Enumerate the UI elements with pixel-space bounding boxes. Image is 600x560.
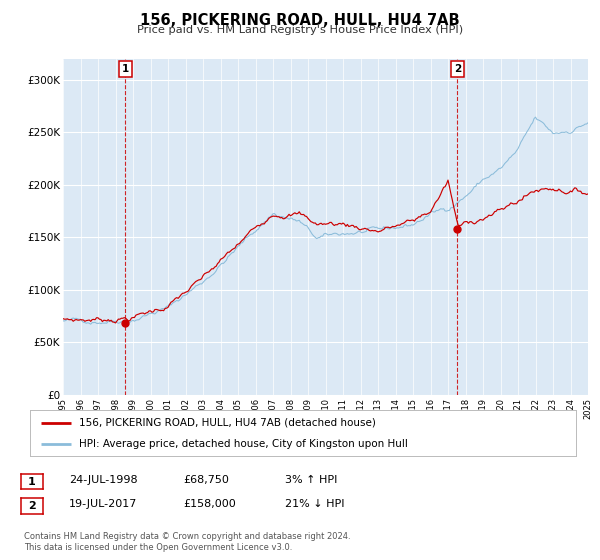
Text: £68,750: £68,750 bbox=[183, 475, 229, 485]
Text: 1: 1 bbox=[122, 64, 129, 74]
Text: Price paid vs. HM Land Registry's House Price Index (HPI): Price paid vs. HM Land Registry's House … bbox=[137, 25, 463, 35]
Text: 24-JUL-1998: 24-JUL-1998 bbox=[69, 475, 137, 485]
Text: 2: 2 bbox=[28, 501, 35, 511]
Text: This data is licensed under the Open Government Licence v3.0.: This data is licensed under the Open Gov… bbox=[24, 543, 292, 552]
Text: 156, PICKERING ROAD, HULL, HU4 7AB: 156, PICKERING ROAD, HULL, HU4 7AB bbox=[140, 13, 460, 29]
Text: HPI: Average price, detached house, City of Kingston upon Hull: HPI: Average price, detached house, City… bbox=[79, 439, 408, 449]
Text: 21% ↓ HPI: 21% ↓ HPI bbox=[285, 499, 344, 509]
Text: 3% ↑ HPI: 3% ↑ HPI bbox=[285, 475, 337, 485]
Text: 156, PICKERING ROAD, HULL, HU4 7AB (detached house): 156, PICKERING ROAD, HULL, HU4 7AB (deta… bbox=[79, 418, 376, 428]
Text: Contains HM Land Registry data © Crown copyright and database right 2024.: Contains HM Land Registry data © Crown c… bbox=[24, 532, 350, 541]
Text: 2: 2 bbox=[454, 64, 461, 74]
Text: 19-JUL-2017: 19-JUL-2017 bbox=[69, 499, 137, 509]
Text: 1: 1 bbox=[28, 477, 35, 487]
Text: £158,000: £158,000 bbox=[183, 499, 236, 509]
